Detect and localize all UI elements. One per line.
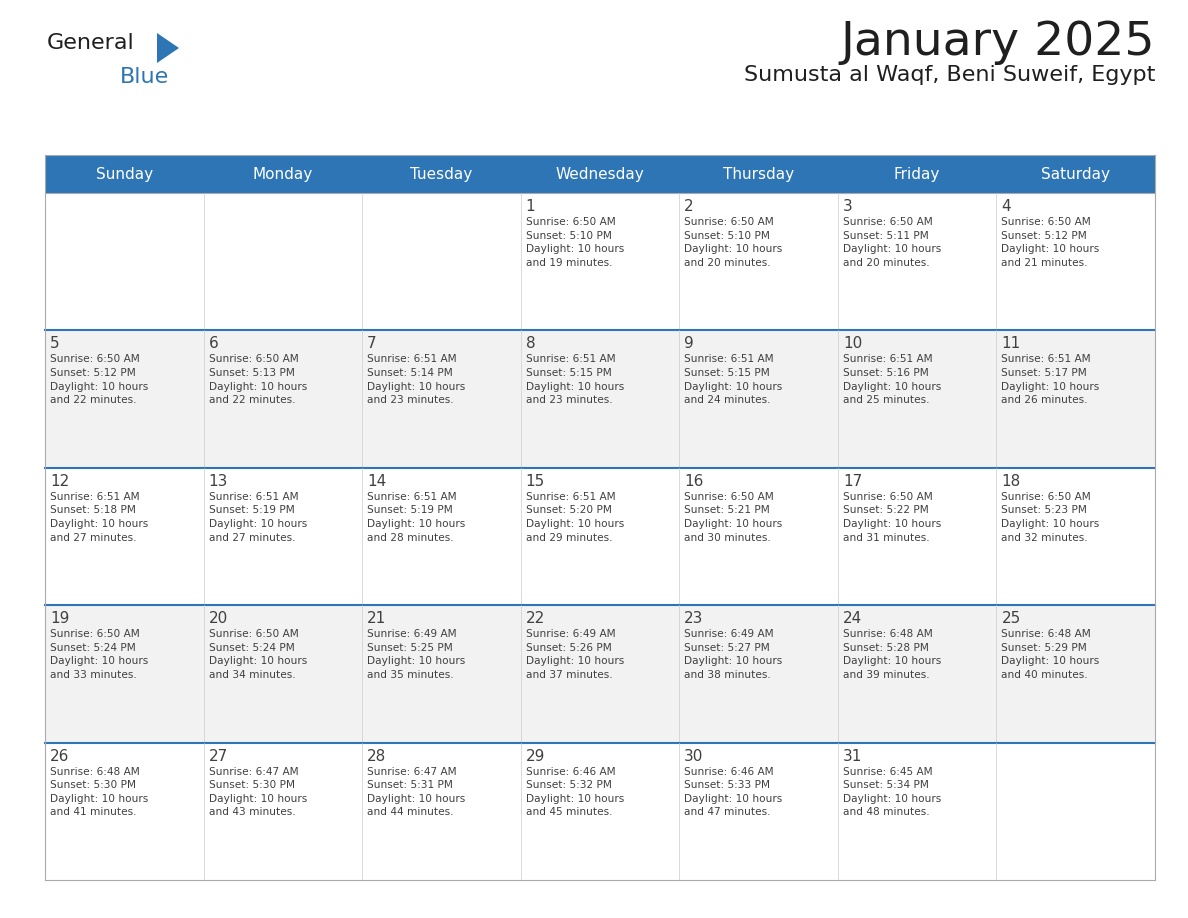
Text: Sunrise: 6:50 AM
Sunset: 5:10 PM
Daylight: 10 hours
and 20 minutes.: Sunrise: 6:50 AM Sunset: 5:10 PM Dayligh… <box>684 217 783 268</box>
Text: 26: 26 <box>50 748 69 764</box>
Text: Sunrise: 6:51 AM
Sunset: 5:18 PM
Daylight: 10 hours
and 27 minutes.: Sunrise: 6:51 AM Sunset: 5:18 PM Dayligh… <box>50 492 148 543</box>
Text: Sunrise: 6:51 AM
Sunset: 5:20 PM
Daylight: 10 hours
and 29 minutes.: Sunrise: 6:51 AM Sunset: 5:20 PM Dayligh… <box>526 492 624 543</box>
Bar <box>45 330 1155 468</box>
Text: 27: 27 <box>209 748 228 764</box>
Text: 21: 21 <box>367 611 386 626</box>
Text: 6: 6 <box>209 336 219 352</box>
Text: 15: 15 <box>526 474 545 488</box>
Text: Sunrise: 6:51 AM
Sunset: 5:14 PM
Daylight: 10 hours
and 23 minutes.: Sunrise: 6:51 AM Sunset: 5:14 PM Dayligh… <box>367 354 466 405</box>
Text: 31: 31 <box>842 748 862 764</box>
Text: Sunrise: 6:50 AM
Sunset: 5:23 PM
Daylight: 10 hours
and 32 minutes.: Sunrise: 6:50 AM Sunset: 5:23 PM Dayligh… <box>1001 492 1100 543</box>
Text: Sunrise: 6:50 AM
Sunset: 5:24 PM
Daylight: 10 hours
and 34 minutes.: Sunrise: 6:50 AM Sunset: 5:24 PM Dayligh… <box>209 629 307 680</box>
Text: Sunrise: 6:50 AM
Sunset: 5:12 PM
Daylight: 10 hours
and 21 minutes.: Sunrise: 6:50 AM Sunset: 5:12 PM Dayligh… <box>1001 217 1100 268</box>
Text: Sunrise: 6:50 AM
Sunset: 5:12 PM
Daylight: 10 hours
and 22 minutes.: Sunrise: 6:50 AM Sunset: 5:12 PM Dayligh… <box>50 354 148 405</box>
Text: 23: 23 <box>684 611 703 626</box>
Text: 24: 24 <box>842 611 862 626</box>
Text: Sunrise: 6:47 AM
Sunset: 5:31 PM
Daylight: 10 hours
and 44 minutes.: Sunrise: 6:47 AM Sunset: 5:31 PM Dayligh… <box>367 767 466 817</box>
Text: 29: 29 <box>526 748 545 764</box>
Text: Sunday: Sunday <box>96 166 153 182</box>
Text: Sunrise: 6:49 AM
Sunset: 5:26 PM
Daylight: 10 hours
and 37 minutes.: Sunrise: 6:49 AM Sunset: 5:26 PM Dayligh… <box>526 629 624 680</box>
Text: Sunrise: 6:49 AM
Sunset: 5:25 PM
Daylight: 10 hours
and 35 minutes.: Sunrise: 6:49 AM Sunset: 5:25 PM Dayligh… <box>367 629 466 680</box>
Text: Sunrise: 6:47 AM
Sunset: 5:30 PM
Daylight: 10 hours
and 43 minutes.: Sunrise: 6:47 AM Sunset: 5:30 PM Dayligh… <box>209 767 307 817</box>
Text: Wednesday: Wednesday <box>556 166 644 182</box>
Text: Sunrise: 6:45 AM
Sunset: 5:34 PM
Daylight: 10 hours
and 48 minutes.: Sunrise: 6:45 AM Sunset: 5:34 PM Dayligh… <box>842 767 941 817</box>
Text: Sunrise: 6:46 AM
Sunset: 5:33 PM
Daylight: 10 hours
and 47 minutes.: Sunrise: 6:46 AM Sunset: 5:33 PM Dayligh… <box>684 767 783 817</box>
Text: Sunrise: 6:51 AM
Sunset: 5:19 PM
Daylight: 10 hours
and 28 minutes.: Sunrise: 6:51 AM Sunset: 5:19 PM Dayligh… <box>367 492 466 543</box>
Bar <box>45 193 1155 330</box>
Text: 20: 20 <box>209 611 228 626</box>
Text: 11: 11 <box>1001 336 1020 352</box>
Bar <box>45 605 1155 743</box>
Text: 28: 28 <box>367 748 386 764</box>
Text: Thursday: Thursday <box>723 166 794 182</box>
Text: Sunrise: 6:50 AM
Sunset: 5:24 PM
Daylight: 10 hours
and 33 minutes.: Sunrise: 6:50 AM Sunset: 5:24 PM Dayligh… <box>50 629 148 680</box>
Text: 1: 1 <box>526 199 536 214</box>
Bar <box>45 155 1155 193</box>
Text: 18: 18 <box>1001 474 1020 488</box>
Text: Sunrise: 6:48 AM
Sunset: 5:29 PM
Daylight: 10 hours
and 40 minutes.: Sunrise: 6:48 AM Sunset: 5:29 PM Dayligh… <box>1001 629 1100 680</box>
Text: 22: 22 <box>526 611 545 626</box>
Text: 30: 30 <box>684 748 703 764</box>
Polygon shape <box>157 33 179 63</box>
Text: Saturday: Saturday <box>1041 166 1111 182</box>
Text: 8: 8 <box>526 336 536 352</box>
Text: 14: 14 <box>367 474 386 488</box>
Text: Sunrise: 6:51 AM
Sunset: 5:17 PM
Daylight: 10 hours
and 26 minutes.: Sunrise: 6:51 AM Sunset: 5:17 PM Dayligh… <box>1001 354 1100 405</box>
Text: Sunrise: 6:48 AM
Sunset: 5:28 PM
Daylight: 10 hours
and 39 minutes.: Sunrise: 6:48 AM Sunset: 5:28 PM Dayligh… <box>842 629 941 680</box>
Text: 13: 13 <box>209 474 228 488</box>
Text: Sunrise: 6:50 AM
Sunset: 5:22 PM
Daylight: 10 hours
and 31 minutes.: Sunrise: 6:50 AM Sunset: 5:22 PM Dayligh… <box>842 492 941 543</box>
Text: Sunrise: 6:50 AM
Sunset: 5:21 PM
Daylight: 10 hours
and 30 minutes.: Sunrise: 6:50 AM Sunset: 5:21 PM Dayligh… <box>684 492 783 543</box>
Text: Friday: Friday <box>893 166 941 182</box>
Text: Sunrise: 6:50 AM
Sunset: 5:11 PM
Daylight: 10 hours
and 20 minutes.: Sunrise: 6:50 AM Sunset: 5:11 PM Dayligh… <box>842 217 941 268</box>
Text: Tuesday: Tuesday <box>410 166 473 182</box>
Text: 3: 3 <box>842 199 853 214</box>
Text: 10: 10 <box>842 336 862 352</box>
Bar <box>45 468 1155 605</box>
Text: 16: 16 <box>684 474 703 488</box>
Text: 17: 17 <box>842 474 862 488</box>
Text: 9: 9 <box>684 336 694 352</box>
Text: Sunrise: 6:51 AM
Sunset: 5:19 PM
Daylight: 10 hours
and 27 minutes.: Sunrise: 6:51 AM Sunset: 5:19 PM Dayligh… <box>209 492 307 543</box>
Text: January 2025: January 2025 <box>840 20 1155 65</box>
Text: Sumusta al Waqf, Beni Suweif, Egypt: Sumusta al Waqf, Beni Suweif, Egypt <box>744 65 1155 85</box>
Bar <box>45 743 1155 880</box>
Text: Sunrise: 6:51 AM
Sunset: 5:16 PM
Daylight: 10 hours
and 25 minutes.: Sunrise: 6:51 AM Sunset: 5:16 PM Dayligh… <box>842 354 941 405</box>
Text: Monday: Monday <box>253 166 312 182</box>
Text: Blue: Blue <box>120 67 169 87</box>
Text: Sunrise: 6:46 AM
Sunset: 5:32 PM
Daylight: 10 hours
and 45 minutes.: Sunrise: 6:46 AM Sunset: 5:32 PM Dayligh… <box>526 767 624 817</box>
Text: Sunrise: 6:50 AM
Sunset: 5:10 PM
Daylight: 10 hours
and 19 minutes.: Sunrise: 6:50 AM Sunset: 5:10 PM Dayligh… <box>526 217 624 268</box>
Text: Sunrise: 6:51 AM
Sunset: 5:15 PM
Daylight: 10 hours
and 23 minutes.: Sunrise: 6:51 AM Sunset: 5:15 PM Dayligh… <box>526 354 624 405</box>
Text: Sunrise: 6:49 AM
Sunset: 5:27 PM
Daylight: 10 hours
and 38 minutes.: Sunrise: 6:49 AM Sunset: 5:27 PM Dayligh… <box>684 629 783 680</box>
Text: 2: 2 <box>684 199 694 214</box>
Text: Sunrise: 6:51 AM
Sunset: 5:15 PM
Daylight: 10 hours
and 24 minutes.: Sunrise: 6:51 AM Sunset: 5:15 PM Dayligh… <box>684 354 783 405</box>
Text: 7: 7 <box>367 336 377 352</box>
Text: General: General <box>48 33 134 53</box>
Text: 25: 25 <box>1001 611 1020 626</box>
Text: 12: 12 <box>50 474 69 488</box>
Text: Sunrise: 6:50 AM
Sunset: 5:13 PM
Daylight: 10 hours
and 22 minutes.: Sunrise: 6:50 AM Sunset: 5:13 PM Dayligh… <box>209 354 307 405</box>
Text: 19: 19 <box>50 611 69 626</box>
Text: 5: 5 <box>50 336 59 352</box>
Text: Sunrise: 6:48 AM
Sunset: 5:30 PM
Daylight: 10 hours
and 41 minutes.: Sunrise: 6:48 AM Sunset: 5:30 PM Dayligh… <box>50 767 148 817</box>
Text: 4: 4 <box>1001 199 1011 214</box>
